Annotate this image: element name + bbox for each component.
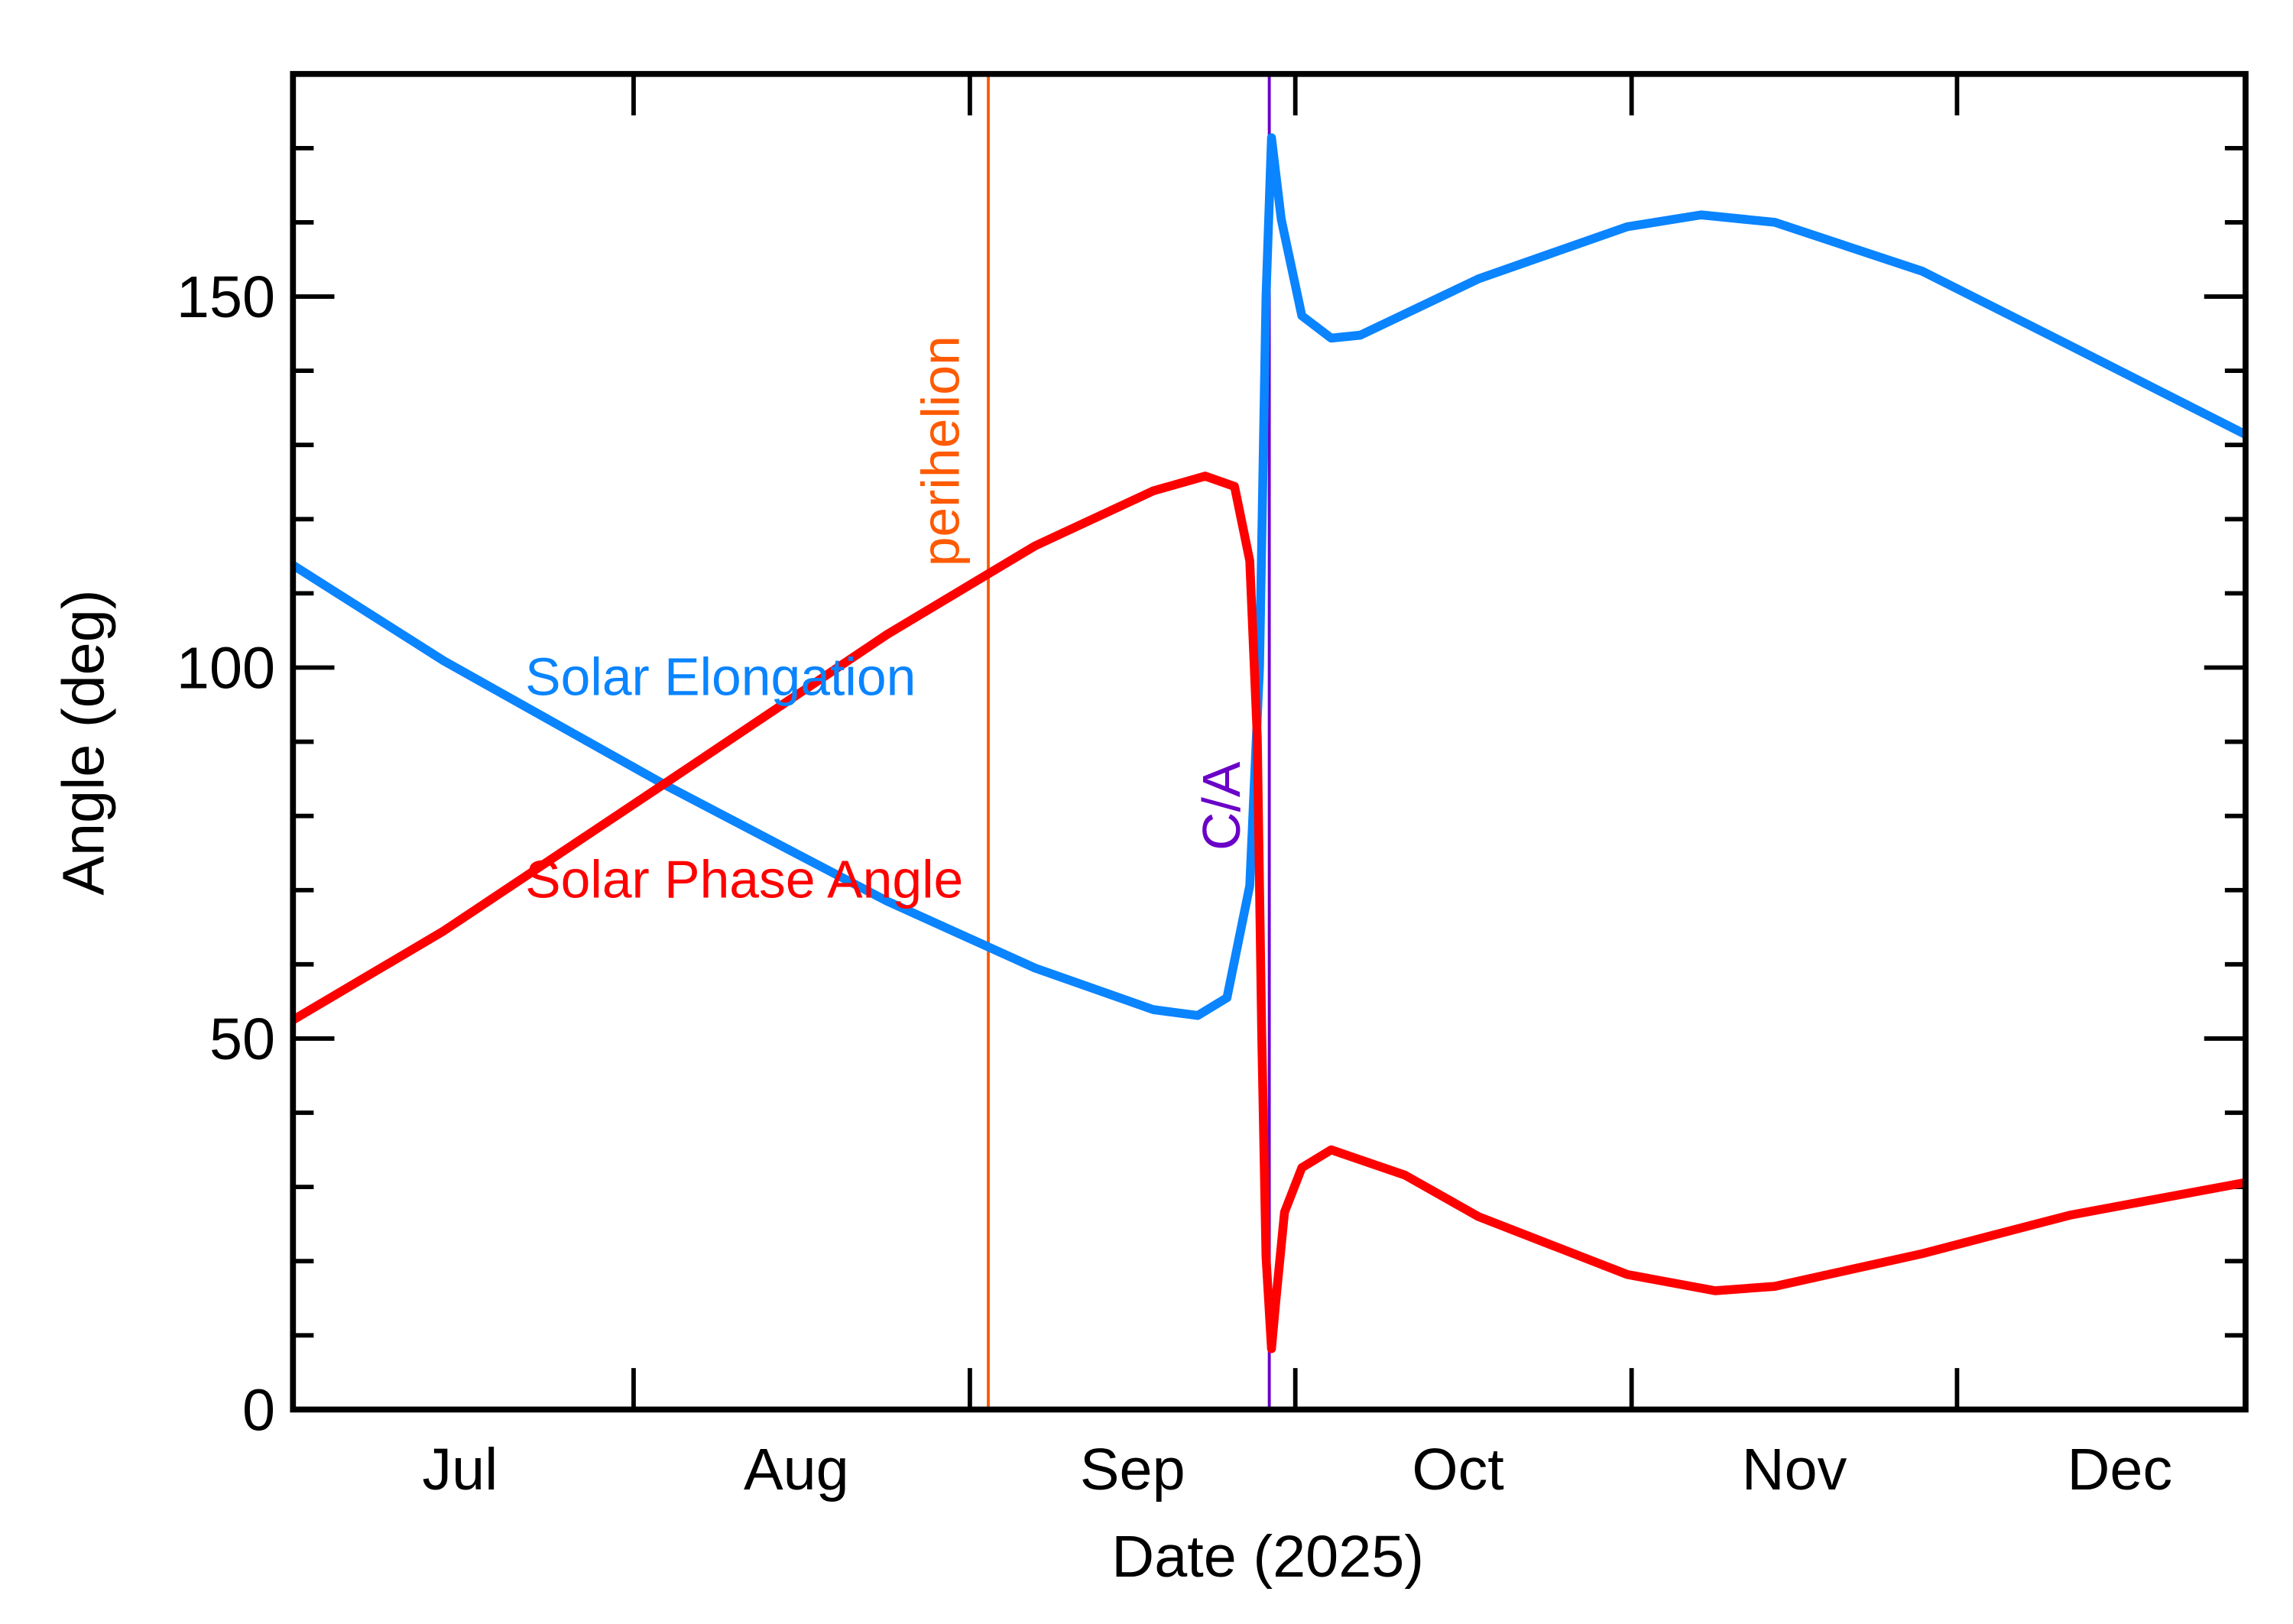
event-label: C/A [1192, 761, 1251, 851]
y-tick-label: 50 [209, 1006, 275, 1072]
y-tick-label: 100 [177, 636, 275, 702]
plot-frame [290, 70, 2249, 1413]
x-tick-label: Jul [422, 1437, 498, 1502]
y-tick-label: 0 [242, 1377, 275, 1443]
x-tick-label: Oct [1412, 1437, 1503, 1502]
y-tick-label: 150 [177, 264, 275, 330]
x-tick-label: Nov [1742, 1437, 1847, 1502]
series-line [290, 472, 2247, 1353]
x-tick-label: Dec [2067, 1437, 2172, 1502]
series-line [290, 133, 2248, 1020]
event-label: perihelion [910, 335, 970, 566]
legend-label: Solar Phase Angle [525, 850, 963, 909]
x-tick-label: Sep [1080, 1437, 1185, 1502]
y-axis-title: Angle (deg) [51, 589, 117, 895]
legend-label: Solar Elongation [525, 647, 916, 707]
x-axis-title: Date (2025) [1111, 1524, 1424, 1590]
x-tick-label: Aug [744, 1437, 849, 1502]
